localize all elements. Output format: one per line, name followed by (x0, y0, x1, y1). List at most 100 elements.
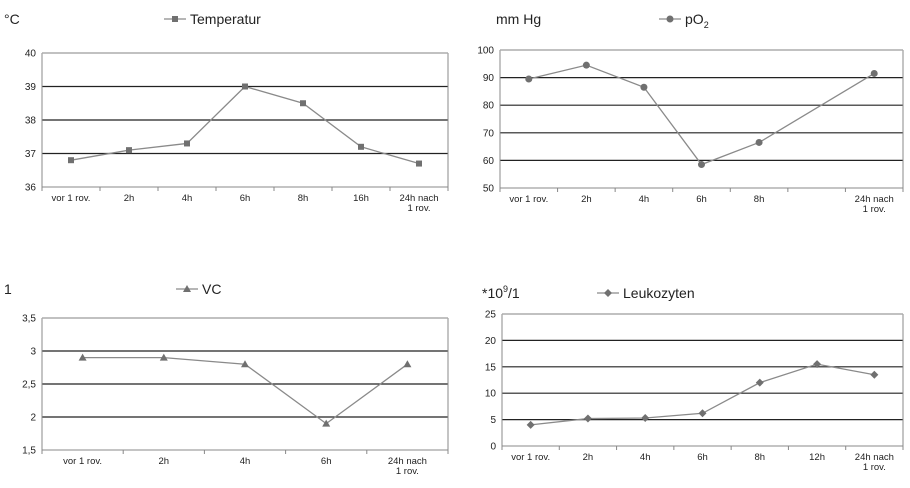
x-tick-label: 4h (240, 456, 251, 467)
x-tick-label: 24h nach (855, 452, 894, 463)
x-tick-label: 2h (159, 456, 170, 467)
legend-subscript: 2 (704, 20, 709, 30)
data-point (582, 61, 590, 69)
y-tick-label: 38 (25, 116, 37, 127)
y-tick-label: 15 (485, 362, 497, 373)
x-tick-label: 6h (240, 193, 251, 204)
data-point (322, 419, 331, 427)
data-point (698, 161, 705, 169)
x-tick-label: 1 rov. (863, 462, 886, 473)
y-tick-label: 5 (490, 415, 496, 426)
y-tick-label: 36 (25, 183, 37, 194)
data-point (184, 140, 190, 147)
x-tick-label: 8h (298, 193, 309, 204)
data-point (416, 160, 422, 167)
x-tick-label: 6h (697, 452, 708, 463)
data-point (755, 138, 763, 146)
y-tick-label: 0 (490, 442, 496, 453)
y-tick-label: 25 (485, 310, 497, 321)
chart-po2: 50 60 70 80 90 100 vor 1 rov. 2h 4h 6h 8h 24h nach 1… (455, 0, 910, 240)
x-tick-label: 2h (583, 452, 594, 463)
x-tick-label: 8h (754, 452, 765, 463)
y-tick-label: 39 (25, 82, 37, 93)
chart-temperatur: 36 37 38 39 40 vor 1 rov. 2h 4h 6h 8h 16h 24h nach 1… (0, 0, 455, 240)
x-tick-label: 24h nach (399, 193, 438, 204)
x-tick-label: vor 1 rov. (63, 456, 102, 467)
chart-leukozyten-svg: 0 5 10 15 20 25 vor 1 rov. 2h 4h 6h 8h 12h 24h nach1… (482, 284, 904, 473)
series-line (70, 85, 420, 165)
y-tick-label: 2 (30, 413, 36, 424)
y-tick-label: 3,5 (22, 314, 36, 325)
legend-marker (183, 285, 191, 292)
x-tick-label: 1 rov. (407, 203, 430, 214)
x-tick-label: 4h (639, 194, 650, 205)
x-tick-label: vor 1 rov. (52, 193, 91, 204)
y-tick-label: 20 (485, 336, 497, 347)
x-tick-label: vor 1 rov. (511, 452, 550, 463)
chart-po2-svg: 50 60 70 80 90 100 vor 1 rov. 2h 4h 6h 8h 24h nach1… (477, 11, 904, 215)
chart-leukozyten: 0 5 10 15 20 25 vor 1 rov. 2h 4h 6h 8h 12h 24h nach 1… (455, 240, 910, 483)
series-line (528, 64, 875, 166)
legend-marker (172, 16, 178, 22)
data-point (242, 83, 248, 90)
data-point (358, 143, 364, 150)
unit-suffix: /1 (508, 285, 520, 301)
data-point (583, 414, 592, 423)
x-tick-label: 2h (124, 193, 135, 204)
y-tick-label: 90 (483, 73, 495, 84)
x-tick-label: 6h (321, 456, 332, 467)
y-tick-label: 1,5 (22, 446, 36, 457)
data-point (78, 353, 87, 361)
data-point (403, 360, 412, 368)
y-tick-label: 100 (477, 46, 494, 57)
data-point (526, 420, 535, 429)
x-tick-label: 12h (809, 452, 825, 463)
x-tick-label: 4h (640, 452, 651, 463)
data-point (525, 75, 533, 83)
x-tick-label: 6h (696, 194, 707, 205)
x-tick-label: 4h (182, 193, 193, 204)
legend-marker (604, 289, 612, 297)
y-tick-label: 10 (485, 389, 497, 400)
chart-temperatur-svg: 36 37 38 39 40 vor 1 rov. 2h 4h 6h 8h 16h 24h nach1… (4, 11, 449, 214)
y-tick-label: 60 (483, 156, 495, 167)
data-point (126, 147, 132, 154)
chart-vc: 1,5 2 2,5 3 3,5 vor 1 rov. 2h 4h 6h 24h nach 1 rov… (0, 240, 455, 483)
data-point (813, 360, 822, 369)
data-point (300, 100, 306, 107)
y-tick-label: 2,5 (22, 380, 36, 391)
unit-label: 1 (4, 281, 12, 297)
legend-label: VC (202, 281, 221, 297)
unit-label: *109/1 (482, 284, 520, 301)
legend-label: pO2 (685, 11, 709, 30)
data-point (641, 414, 650, 423)
data-point (640, 83, 648, 91)
x-tick-label: 2h (581, 194, 592, 205)
unit-superscript: 9 (503, 284, 508, 294)
y-tick-label: 37 (25, 149, 37, 160)
data-point (698, 409, 707, 418)
y-tick-label: 40 (25, 49, 37, 60)
x-tick-label: 24h nach (388, 456, 427, 467)
data-point (870, 370, 879, 379)
legend-label: Temperatur (190, 11, 261, 27)
y-tick-label: 70 (483, 128, 495, 139)
x-tick-label: 1 rov. (396, 466, 419, 477)
x-tick-label: 16h (353, 193, 369, 204)
unit-label: mm Hg (496, 11, 541, 27)
data-point (241, 360, 249, 368)
x-tick-label: 24h nach (855, 194, 894, 205)
x-tick-label: 1 rov. (863, 204, 886, 215)
data-point (68, 157, 74, 164)
legend-label: Leukozyten (623, 285, 695, 301)
unit-label: °C (4, 11, 20, 27)
y-tick-label: 3 (30, 347, 36, 358)
data-point (755, 378, 764, 387)
x-tick-label: vor 1 rov. (509, 194, 548, 205)
data-point (159, 353, 168, 361)
y-tick-label: 50 (483, 184, 495, 195)
data-point (870, 69, 878, 77)
y-tick-label: 80 (483, 101, 495, 112)
series-line (82, 356, 408, 425)
